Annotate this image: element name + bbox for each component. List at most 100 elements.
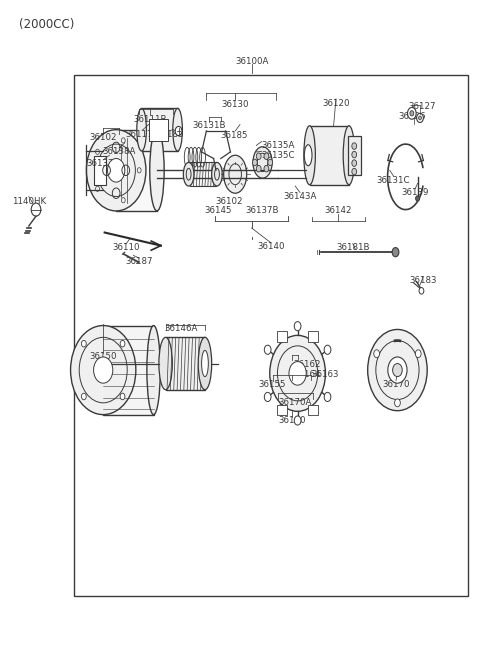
Text: 36155: 36155 [259, 380, 287, 389]
Circle shape [415, 350, 421, 358]
Bar [142, 108, 178, 151]
Text: 36187: 36187 [125, 257, 153, 267]
Ellipse shape [159, 337, 172, 390]
Circle shape [120, 341, 125, 347]
Text: 36138A: 36138A [102, 147, 136, 157]
Circle shape [352, 143, 357, 149]
Circle shape [264, 166, 269, 172]
Circle shape [289, 362, 306, 385]
Circle shape [392, 248, 399, 257]
Circle shape [324, 392, 331, 402]
Text: 36137A: 36137A [86, 159, 120, 168]
Text: 1140HK: 1140HK [12, 196, 46, 206]
Text: 36170: 36170 [382, 380, 410, 389]
Circle shape [352, 160, 357, 166]
Text: 36183: 36183 [156, 130, 184, 139]
Ellipse shape [202, 350, 208, 377]
Circle shape [82, 341, 86, 347]
Circle shape [252, 159, 257, 166]
Circle shape [419, 288, 424, 294]
Text: 36131C: 36131C [377, 176, 410, 185]
Circle shape [388, 357, 407, 383]
Circle shape [416, 196, 420, 201]
Ellipse shape [173, 108, 182, 151]
Circle shape [268, 159, 273, 166]
Text: 36143A: 36143A [283, 192, 317, 201]
Circle shape [270, 335, 325, 411]
Bar [103, 326, 154, 415]
Text: 36183: 36183 [409, 276, 437, 285]
Circle shape [294, 416, 301, 425]
Ellipse shape [150, 130, 164, 211]
Circle shape [419, 116, 421, 120]
Text: 36110: 36110 [112, 243, 140, 252]
Circle shape [256, 153, 261, 159]
Circle shape [294, 322, 301, 331]
Circle shape [175, 126, 182, 136]
Text: (2000CC): (2000CC) [19, 18, 74, 31]
Ellipse shape [224, 155, 247, 193]
Circle shape [408, 107, 416, 119]
Bar [149, 119, 168, 141]
Ellipse shape [343, 126, 355, 185]
Circle shape [71, 326, 136, 415]
Text: 36142: 36142 [324, 206, 352, 215]
Circle shape [324, 345, 331, 354]
Bar [116, 130, 157, 211]
Text: 36145: 36145 [204, 206, 232, 215]
Circle shape [352, 168, 357, 175]
Ellipse shape [212, 162, 222, 186]
Ellipse shape [304, 145, 312, 166]
Ellipse shape [147, 326, 160, 415]
Text: 36127: 36127 [408, 102, 436, 111]
Text: 36140: 36140 [257, 242, 285, 252]
Text: 36131B: 36131B [192, 121, 226, 130]
Circle shape [417, 113, 423, 122]
Text: 36150: 36150 [89, 352, 117, 362]
Circle shape [31, 203, 41, 216]
Bar [308, 405, 318, 415]
Ellipse shape [183, 162, 194, 186]
Text: 36160: 36160 [278, 416, 306, 425]
Bar [166, 337, 205, 390]
Circle shape [368, 329, 427, 411]
Circle shape [264, 392, 271, 402]
Text: 36120: 36120 [322, 99, 350, 108]
Text: 36139: 36139 [401, 188, 429, 197]
Text: 36163: 36163 [311, 370, 338, 379]
Text: 36162: 36162 [293, 360, 321, 369]
Bar [74, 75, 468, 596]
Circle shape [395, 399, 400, 407]
Bar [94, 156, 106, 185]
Ellipse shape [137, 108, 146, 151]
Bar [277, 331, 287, 342]
Text: 36170A: 36170A [278, 398, 312, 407]
Circle shape [393, 364, 402, 377]
Circle shape [352, 151, 357, 158]
Text: 36146A: 36146A [165, 324, 198, 333]
Circle shape [86, 130, 146, 211]
Bar [277, 405, 287, 415]
Text: 36135A: 36135A [262, 141, 295, 150]
Bar [308, 331, 318, 342]
Bar [310, 126, 349, 185]
Text: 36137B: 36137B [246, 206, 279, 215]
Text: 36102: 36102 [89, 133, 117, 142]
Text: 36185: 36185 [220, 131, 248, 140]
Circle shape [108, 159, 125, 182]
Text: 36164: 36164 [293, 370, 321, 379]
Circle shape [94, 357, 113, 383]
Bar [190, 162, 216, 186]
Text: 36111B: 36111B [133, 115, 167, 124]
Bar [348, 136, 361, 175]
Circle shape [256, 166, 261, 172]
Circle shape [82, 393, 86, 400]
Ellipse shape [304, 126, 315, 185]
Circle shape [120, 393, 125, 400]
Circle shape [264, 153, 269, 159]
Text: 36181B: 36181B [336, 243, 370, 252]
Text: 36102: 36102 [216, 196, 243, 206]
Text: 36130: 36130 [221, 100, 249, 109]
Text: 36135C: 36135C [262, 151, 295, 160]
Text: 36126: 36126 [398, 112, 426, 121]
